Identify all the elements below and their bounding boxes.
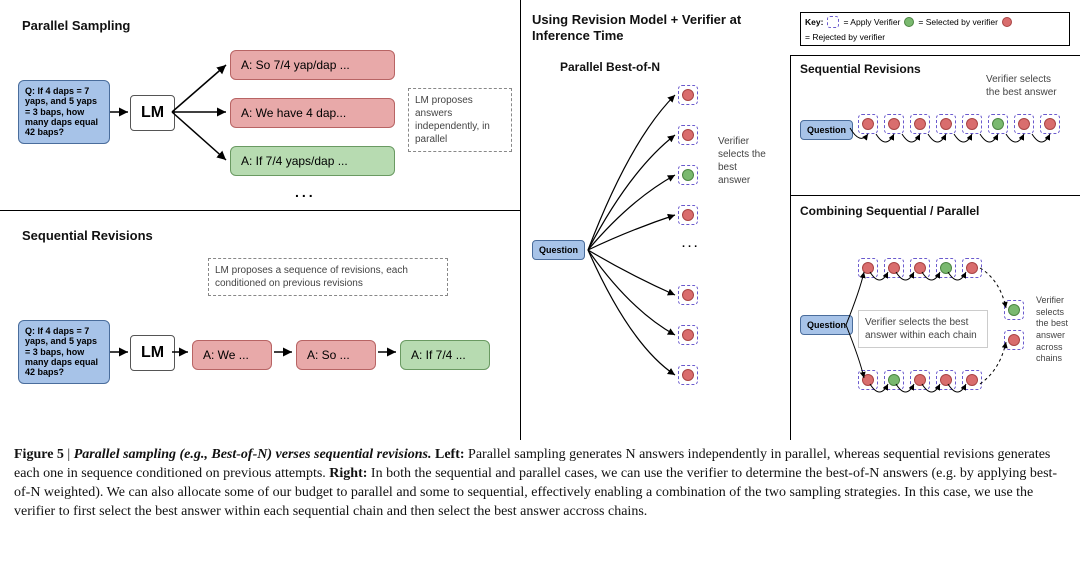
legend-green-dot	[904, 17, 914, 27]
seq-dot-3	[914, 118, 926, 130]
answer-3: A: If 7/4 yaps/dap ...	[230, 146, 395, 176]
legend-apply: = Apply Verifier	[843, 17, 900, 27]
seq-dot-1	[862, 118, 874, 130]
seq-dot-8	[1044, 118, 1056, 130]
caption-fignum: Figure 5	[14, 447, 64, 462]
caption-left-label: Left:	[431, 447, 468, 462]
vertical-divider	[520, 0, 521, 440]
caption-sep: |	[64, 447, 74, 462]
lm-box-1: LM	[130, 95, 175, 131]
note-sequential: LM proposes a sequence of revisions, eac…	[208, 258, 448, 296]
lm-box-2: LM	[130, 335, 175, 371]
horizontal-divider-right-mid	[790, 195, 1080, 196]
note-verifier-bon: Verifier selects the best answer	[712, 130, 772, 192]
legend-rejected: = Rejected by verifier	[805, 32, 885, 42]
c2-dot-5	[966, 374, 978, 386]
across-dot-1	[1008, 304, 1020, 316]
bon-dot-7	[682, 369, 694, 381]
bon-ellipsis: ...	[682, 238, 700, 250]
seq-dot-7	[1018, 118, 1030, 130]
title-right-parallel: Parallel Best-of-N	[560, 60, 660, 74]
bon-dot-6	[682, 329, 694, 341]
mini-question-1: Question	[532, 240, 585, 260]
horizontal-divider-left	[0, 210, 520, 211]
c1-dot-3	[914, 262, 926, 274]
title-sequential: Sequential Revisions	[22, 228, 153, 243]
c1-dot-4	[940, 262, 952, 274]
question-box-1: Q: If 4 daps = 7 yaps, and 5 yaps = 3 ba…	[18, 80, 110, 144]
seq-answer-3: A: If 7/4 ...	[400, 340, 490, 370]
answer-1: A: So 7/4 yap/dap ...	[230, 50, 395, 80]
vertical-divider-right	[790, 55, 791, 440]
seq-dot-6	[992, 118, 1004, 130]
c1-dot-2	[888, 262, 900, 274]
legend-dash-icon	[827, 16, 839, 28]
mini-question-3: Question	[800, 315, 853, 335]
title-right-seq: Sequential Revisions	[800, 62, 921, 76]
horizontal-divider-right-top	[790, 55, 1080, 56]
seq-answer-2: A: So ...	[296, 340, 376, 370]
note-verifier-chain: Verifier selects the best answer within …	[858, 310, 988, 348]
legend-red-dot	[1002, 17, 1012, 27]
note-verifier-across: Verifier selects the best answer across …	[1030, 290, 1078, 370]
caption-right-label: Right:	[326, 466, 371, 481]
c2-dot-1	[862, 374, 874, 386]
title-right-main: Using Revision Model + Verifier at Infer…	[532, 12, 782, 43]
bon-dot-2	[682, 129, 694, 141]
legend-box: Key: = Apply Verifier = Selected by veri…	[800, 12, 1070, 46]
note-verifier-seq: Verifier selects the best answer	[980, 68, 1066, 104]
seq-dot-5	[966, 118, 978, 130]
seq-dot-2	[888, 118, 900, 130]
title-parallel: Parallel Sampling	[22, 18, 130, 33]
c1-dot-1	[862, 262, 874, 274]
bon-dot-1	[682, 89, 694, 101]
figure-area: Parallel Sampling Q: If 4 daps = 7 yaps,…	[0, 0, 1080, 440]
bon-dot-4	[682, 209, 694, 221]
title-right-combined: Combining Sequential / Parallel	[800, 204, 979, 218]
legend-key-label: Key:	[805, 17, 823, 27]
ellipsis-1: ...	[295, 184, 316, 200]
bon-dot-5	[682, 289, 694, 301]
answer-2: A: We have 4 dap...	[230, 98, 395, 128]
across-dot-2	[1008, 334, 1020, 346]
c2-dot-3	[914, 374, 926, 386]
mini-question-2: Question	[800, 120, 853, 140]
legend-selected: = Selected by verifier	[918, 17, 998, 27]
c1-dot-5	[966, 262, 978, 274]
bon-dot-3	[682, 169, 694, 181]
question-box-2: Q: If 4 daps = 7 yaps, and 5 yaps = 3 ba…	[18, 320, 110, 384]
c2-dot-4	[940, 374, 952, 386]
seq-dot-4	[940, 118, 952, 130]
c2-dot-2	[888, 374, 900, 386]
seq-answer-1: A: We ...	[192, 340, 272, 370]
note-parallel: LM proposes answers independently, in pa…	[408, 88, 512, 152]
figure-caption: Figure 5 | Parallel sampling (e.g., Best…	[0, 440, 1080, 532]
caption-lead: Parallel sampling (e.g., Best-of-N) vers…	[74, 447, 432, 462]
